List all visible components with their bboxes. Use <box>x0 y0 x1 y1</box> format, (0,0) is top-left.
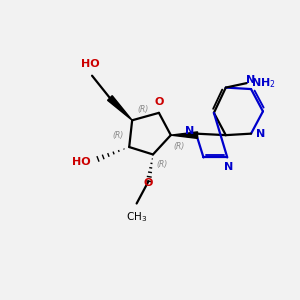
Text: N: N <box>246 75 256 85</box>
Polygon shape <box>108 96 132 120</box>
Text: N: N <box>256 129 265 139</box>
Text: CH$_3$: CH$_3$ <box>126 210 147 224</box>
Text: N: N <box>185 126 195 136</box>
Text: N: N <box>224 162 233 172</box>
Text: O: O <box>144 178 153 188</box>
Text: NH$_2$: NH$_2$ <box>251 76 276 90</box>
Text: (R): (R) <box>137 105 149 114</box>
Text: HO: HO <box>81 59 100 69</box>
Text: HO: HO <box>72 157 91 167</box>
Polygon shape <box>171 132 198 138</box>
Text: O: O <box>154 98 164 107</box>
Text: (R): (R) <box>112 131 123 140</box>
Text: (R): (R) <box>157 160 168 169</box>
Text: (R): (R) <box>174 142 185 151</box>
